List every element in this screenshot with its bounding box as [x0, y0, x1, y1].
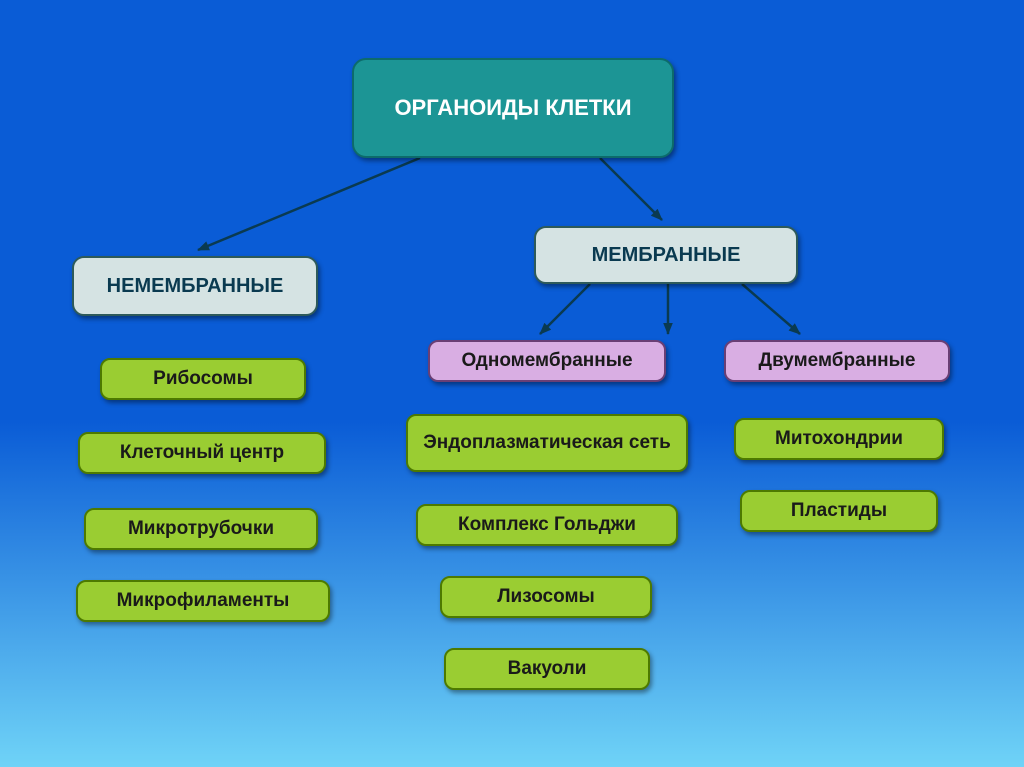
node-root: ОРГАНОИДЫ КЛЕТКИ	[352, 58, 674, 158]
node-vacuoles: Вакуоли	[444, 648, 650, 690]
node-label: Клеточный центр	[120, 442, 284, 464]
node-er: Эндоплазматическая сеть	[406, 414, 688, 472]
node-label: Лизосомы	[497, 586, 595, 608]
node-double-membrane: Двумембранные	[724, 340, 950, 382]
node-label: НЕМЕМБРАННЫЕ	[107, 275, 284, 298]
node-label: Вакуоли	[508, 658, 587, 680]
node-mitochondria: Митохондрии	[734, 418, 944, 460]
node-membrane: МЕМБРАННЫЕ	[534, 226, 798, 284]
node-label: Двумембранные	[759, 350, 916, 372]
node-plastids: Пластиды	[740, 490, 938, 532]
node-ribosomes: Рибосомы	[100, 358, 306, 400]
node-golgi: Комплекс Гольджи	[416, 504, 678, 546]
node-label: Рибосомы	[153, 368, 253, 390]
node-cell-center: Клеточный центр	[78, 432, 326, 474]
node-label: Микрофиламенты	[117, 590, 290, 612]
node-microfilaments: Микрофиламенты	[76, 580, 330, 622]
node-label: ОРГАНОИДЫ КЛЕТКИ	[394, 95, 631, 121]
node-label: Пластиды	[791, 500, 887, 522]
node-label: Митохондрии	[775, 428, 903, 450]
node-label: Одномембранные	[461, 350, 632, 372]
node-non-membrane: НЕМЕМБРАННЫЕ	[72, 256, 318, 316]
node-single-membrane: Одномембранные	[428, 340, 666, 382]
node-label: Комплекс Гольджи	[458, 514, 636, 536]
node-label: Эндоплазматическая сеть	[423, 432, 671, 454]
node-label: МЕМБРАННЫЕ	[592, 244, 741, 267]
node-lysosomes: Лизосомы	[440, 576, 652, 618]
node-label: Микротрубочки	[128, 518, 274, 540]
node-microtubules: Микротрубочки	[84, 508, 318, 550]
